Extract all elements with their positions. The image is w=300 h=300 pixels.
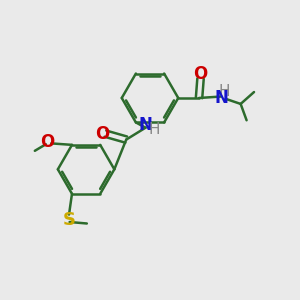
Text: N: N bbox=[214, 89, 228, 107]
Text: H: H bbox=[148, 122, 160, 137]
Text: S: S bbox=[63, 211, 76, 229]
Text: N: N bbox=[139, 116, 152, 134]
Text: O: O bbox=[95, 125, 109, 143]
Text: H: H bbox=[219, 84, 230, 99]
Text: O: O bbox=[194, 65, 208, 83]
Text: O: O bbox=[40, 134, 54, 152]
